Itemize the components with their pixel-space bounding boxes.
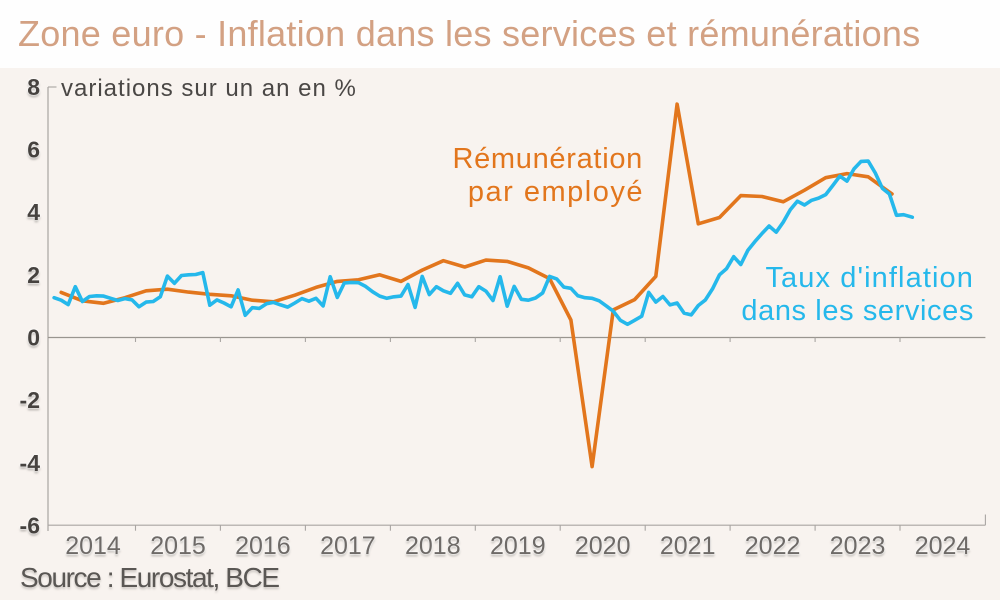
svg-text:2023: 2023 <box>830 532 886 560</box>
svg-text:2021: 2021 <box>660 532 716 560</box>
svg-text:-4: -4 <box>20 450 41 476</box>
svg-text:par employé: par employé <box>468 176 644 208</box>
svg-text:2022: 2022 <box>745 532 801 560</box>
svg-text:2018: 2018 <box>405 532 461 560</box>
svg-text:2016: 2016 <box>235 532 291 560</box>
svg-text:dans les services: dans les services <box>741 295 974 327</box>
svg-text:4: 4 <box>27 199 40 225</box>
svg-text:Source : Eurostat, BCE: Source : Eurostat, BCE <box>20 562 279 593</box>
svg-text:variations sur un an en %: variations sur un an en % <box>61 75 357 102</box>
svg-text:6: 6 <box>27 137 40 163</box>
svg-text:2017: 2017 <box>320 532 376 560</box>
svg-text:2020: 2020 <box>575 532 631 560</box>
svg-text:0: 0 <box>27 325 40 351</box>
svg-text:2019: 2019 <box>490 532 546 560</box>
svg-text:Rémunération: Rémunération <box>452 143 643 175</box>
svg-text:2024: 2024 <box>915 532 971 560</box>
svg-text:-6: -6 <box>20 513 40 539</box>
svg-text:2014: 2014 <box>65 532 121 560</box>
svg-text:2: 2 <box>27 262 40 288</box>
svg-text:8: 8 <box>27 74 40 100</box>
svg-text:Taux d'inflation: Taux d'inflation <box>765 262 974 294</box>
svg-text:2015: 2015 <box>150 532 206 560</box>
svg-text:-2: -2 <box>20 387 40 413</box>
